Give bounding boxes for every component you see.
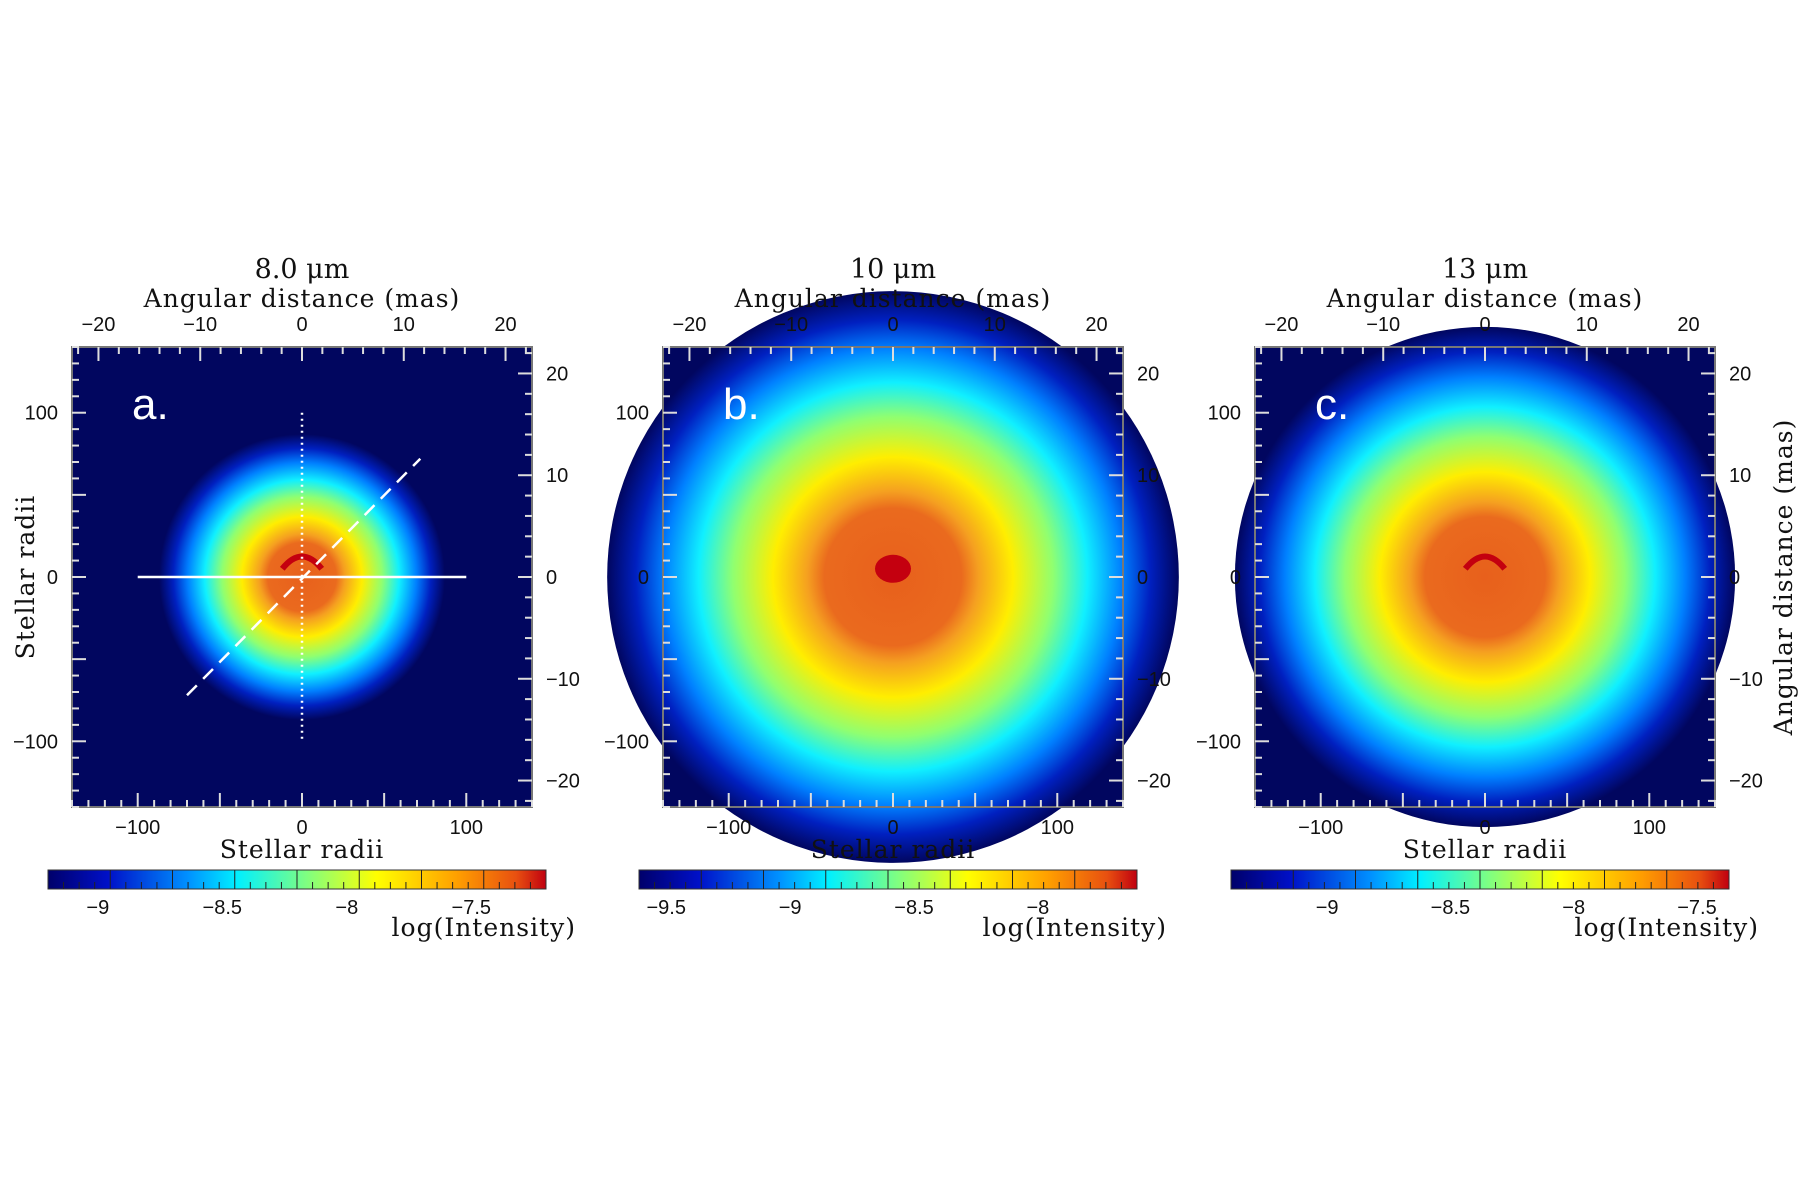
x-axis-label: Stellar radii (1403, 835, 1568, 864)
top-axis-label: Angular distance (mas) (143, 284, 461, 313)
mas-top-tick-label: 0 (296, 314, 307, 336)
colorbar-tick-label: −8.5 (203, 897, 242, 919)
colorbar-tick-label: −9 (779, 897, 802, 919)
x-tick-label: −100 (115, 817, 160, 839)
mas-top-tick-label: 20 (494, 314, 516, 336)
colorbar-tick-label: −8 (335, 897, 358, 919)
mas-top-tick-label: −20 (672, 314, 706, 336)
mas-right-tick-label: −20 (1729, 771, 1763, 793)
x-tick-label: −100 (706, 817, 751, 839)
mas-right-tick-label: −10 (1137, 669, 1171, 691)
x-tick-label: 100 (450, 817, 483, 839)
mas-right-tick-label: −20 (546, 771, 580, 793)
colorbar-tick-label: −8 (1026, 897, 1049, 919)
mas-right-tick-label: 20 (1729, 363, 1751, 385)
right-axis-label: Angular distance (mas) (1769, 419, 1798, 737)
top-axis-label: Angular distance (mas) (734, 284, 1052, 313)
mas-right-tick-label: 20 (546, 363, 568, 385)
mas-right-tick-label: 0 (546, 567, 557, 589)
mas-right-tick-label: −10 (1729, 669, 1763, 691)
mas-right-tick-label: 0 (1729, 567, 1740, 589)
panel-title: 10 μm (850, 254, 936, 285)
colorbar-label: log(Intensity) (392, 913, 576, 942)
panel-c: −100 0 100−1000100−20−20−10−10001010202013… (1196, 254, 1798, 942)
y-tick-label: −100 (1196, 731, 1241, 753)
y-tick-label: 100 (1208, 403, 1241, 425)
panel-label: a. (132, 380, 169, 429)
y-tick-label: 100 (25, 403, 58, 425)
y-tick-label: 0 (638, 567, 649, 589)
intensity-core-arc (279, 553, 325, 571)
colorbar-label: log(Intensity) (1575, 913, 1759, 942)
y-axis-label: Stellar radii (11, 495, 40, 660)
panel-title: 8.0 μm (255, 254, 350, 285)
mas-top-tick-label: 20 (1085, 314, 1107, 336)
colorbar-tick-label: −9.5 (647, 897, 686, 919)
colorbar-tick-label: −7.5 (1677, 897, 1716, 919)
colorbar-tick-label: −9 (86, 897, 109, 919)
intensity-core-arc (1462, 553, 1508, 571)
colorbar-tick-label: −8.5 (894, 897, 933, 919)
mas-top-tick-label: −20 (81, 314, 115, 336)
mas-top-tick-label: −10 (774, 314, 808, 336)
mas-top-tick-label: 0 (887, 314, 898, 336)
y-tick-label: 0 (1230, 567, 1241, 589)
colorbar-tick-label: −8.5 (1431, 897, 1470, 919)
y-tick-label: −100 (604, 731, 649, 753)
x-axis-label: Stellar radii (220, 835, 385, 864)
x-tick-label: 0 (296, 817, 307, 839)
mas-top-tick-label: −10 (183, 314, 217, 336)
x-tick-label: 100 (1041, 817, 1074, 839)
intensity-blob (1234, 326, 1736, 828)
colorbar-tick-label: −7.5 (452, 897, 491, 919)
colorbar-label: log(Intensity) (983, 913, 1167, 942)
overlay-line-dashed (186, 457, 422, 697)
mas-right-tick-label: −20 (1137, 771, 1171, 793)
x-axis-label: Stellar radii (811, 835, 976, 864)
x-tick-label: 100 (1633, 817, 1666, 839)
top-axis-label: Angular distance (mas) (1326, 284, 1644, 313)
y-tick-label: 0 (47, 567, 58, 589)
mas-top-tick-label: 0 (1479, 314, 1490, 336)
mas-top-tick-label: −10 (1366, 314, 1400, 336)
mas-right-tick-label: 10 (1729, 465, 1751, 487)
mas-top-tick-label: 10 (984, 314, 1006, 336)
mas-top-tick-label: 10 (1576, 314, 1598, 336)
mas-top-tick-label: 10 (393, 314, 415, 336)
mas-right-tick-label: 0 (1137, 567, 1148, 589)
mas-top-tick-label: 20 (1677, 314, 1699, 336)
panel-b: −100 0 100−1000100−20−20−10−10001010202010… (604, 254, 1179, 942)
mas-right-tick-label: 10 (1137, 465, 1159, 487)
intensity-core (875, 554, 911, 583)
mas-right-tick-label: 10 (546, 465, 568, 487)
x-tick-label: 0 (1479, 817, 1490, 839)
panel-title: 13 μm (1442, 254, 1528, 285)
mas-right-tick-label: −10 (546, 669, 580, 691)
y-tick-label: −100 (13, 731, 58, 753)
mas-right-tick-label: 20 (1137, 363, 1159, 385)
x-tick-label: 0 (887, 817, 898, 839)
panel-label: c. (1315, 380, 1349, 429)
colorbar-tick-label: −9 (1316, 897, 1339, 919)
mas-top-tick-label: −20 (1264, 314, 1298, 336)
colorbar-tick-label: −8 (1562, 897, 1585, 919)
x-tick-label: −100 (1298, 817, 1343, 839)
panel-label: b. (723, 380, 760, 429)
y-tick-label: 100 (616, 403, 649, 425)
panel-a: −100 0 100−1000100−20−20−10−1000101020208.… (11, 254, 580, 942)
